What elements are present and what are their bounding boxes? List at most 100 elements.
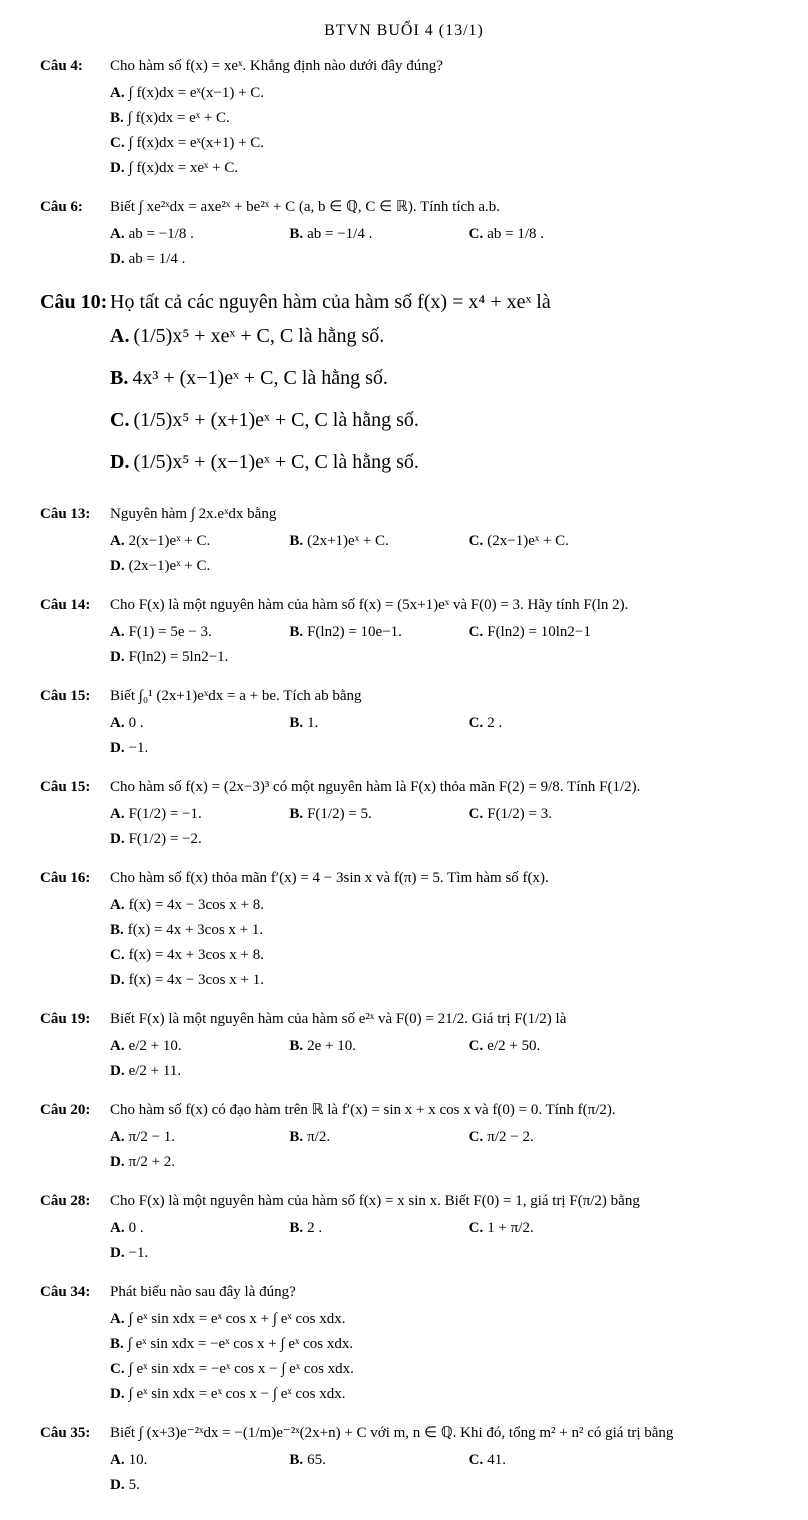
choice-label: C.: [469, 804, 484, 825]
choice-label: B.: [289, 713, 303, 734]
choice-label: C.: [469, 1127, 484, 1148]
choice-label: A.: [110, 322, 129, 350]
questions-container: Câu 4:Cho hàm số f(x) = xeˣ. Khẳng định …: [40, 56, 768, 1500]
question: Câu 19:Biết F(x) là một nguyên hàm của h…: [40, 1009, 768, 1086]
choice: B.∫ eˣ sin xdx = −eˣ cos x + ∫ eˣ cos xd…: [110, 1334, 426, 1355]
choice-label: A.: [110, 1450, 125, 1471]
choice-text: (1/5)x⁵ + (x+1)eˣ + C, C là hằng số.: [133, 406, 418, 434]
choice-label: B.: [289, 1450, 303, 1471]
question: Câu 34:Phát biểu nào sau đây là đúng?A.∫…: [40, 1282, 768, 1409]
choice-label: D.: [110, 738, 125, 759]
question-text: Biết F(x) là một nguyên hàm của hàm số e…: [110, 1009, 768, 1030]
choice: B.F(ln2) = 10e−1.: [289, 622, 440, 643]
choice-label: A.: [110, 531, 125, 552]
choice-text: ab = −1/8 .: [129, 224, 194, 245]
question-number: Câu 16:: [40, 868, 110, 995]
choice-text: ∫ eˣ sin xdx = −eˣ cos x − ∫ eˣ cos xdx.: [129, 1359, 354, 1380]
choice-text: f(x) = 4x − 3cos x + 8.: [129, 895, 264, 916]
choice-label: A.: [110, 713, 125, 734]
choice-text: F(ln2) = 5ln2−1.: [129, 647, 229, 668]
question-body: Biết ∫ xe²ˣdx = axe²ˣ + be²ˣ + C (a, b ∈…: [110, 197, 768, 274]
choice-text: F(ln2) = 10e−1.: [307, 622, 402, 643]
choice: C.(2x−1)eˣ + C.: [469, 531, 620, 552]
question-number: Câu 6:: [40, 197, 110, 274]
choice: C.2 .: [469, 713, 620, 734]
choices: A.∫ eˣ sin xdx = eˣ cos x + ∫ eˣ cos xdx…: [110, 1309, 768, 1409]
choice-text: F(1/2) = −1.: [129, 804, 202, 825]
choices: A.F(1/2) = −1. B.F(1/2) = 5. C.F(1/2) = 3.…: [110, 804, 768, 854]
choice-label: A.: [110, 1218, 125, 1239]
choice-label: B.: [289, 804, 303, 825]
choice-label: C.: [469, 1036, 484, 1057]
choice-label: A.: [110, 804, 125, 825]
choice-text: f(x) = 4x − 3cos x + 1.: [129, 970, 264, 991]
choice-text: π/2 + 2.: [129, 1152, 175, 1173]
choice-text: 5.: [129, 1475, 140, 1496]
choice: A.f(x) = 4x − 3cos x + 8.: [110, 895, 426, 916]
choice-text: −1.: [129, 1243, 149, 1264]
choice: A.F(1) = 5e − 3.: [110, 622, 261, 643]
choice: D.(2x−1)eˣ + C.: [110, 556, 261, 577]
choice-text: F(1/2) = 5.: [307, 804, 372, 825]
choice: B.f(x) = 4x + 3cos x + 1.: [110, 920, 426, 941]
choice-text: ∫ f(x)dx = eˣ + C.: [128, 108, 230, 129]
question-number: Câu 28:: [40, 1191, 110, 1268]
choice-text: 4x³ + (x−1)eˣ + C, C là hằng số.: [132, 364, 388, 392]
choice-text: e/2 + 10.: [129, 1036, 182, 1057]
question: Câu 14:Cho F(x) là một nguyên hàm của hà…: [40, 595, 768, 672]
question: Câu 20:Cho hàm số f(x) có đạo hàm trên ℝ…: [40, 1100, 768, 1177]
choice: B.ab = −1/4 .: [289, 224, 440, 245]
choice-label: B.: [110, 108, 124, 129]
choice: D.5.: [110, 1475, 261, 1496]
choice-label: C.: [469, 713, 484, 734]
question: Câu 13:Nguyên hàm ∫ 2x.eˣdx bằng A.2(x−1)…: [40, 504, 768, 581]
choice-label: D.: [110, 1152, 125, 1173]
choices: A.ab = −1/8 .B.ab = −1/4 .C.ab = 1/8 .D.…: [110, 224, 768, 274]
choices: A.∫ f(x)dx = eˣ(x−1) + C.B.∫ f(x)dx = eˣ…: [110, 83, 768, 183]
choice: A.e/2 + 10.: [110, 1036, 261, 1057]
choice-text: 0 .: [129, 1218, 144, 1239]
choice-text: 1.: [307, 713, 318, 734]
choice-label: C.: [469, 622, 484, 643]
question-body: Cho F(x) là một nguyên hàm của hàm số f(…: [110, 1191, 768, 1268]
choice-label: C.: [110, 945, 125, 966]
choice-text: 2 .: [487, 713, 502, 734]
question: Câu 4:Cho hàm số f(x) = xeˣ. Khẳng định …: [40, 56, 768, 183]
choices: A.(1/5)x⁵ + xeˣ + C, C là hằng số.B.4x³ …: [110, 322, 768, 490]
choice: D.F(1/2) = −2.: [110, 829, 261, 850]
choice: A.2(x−1)eˣ + C.: [110, 531, 261, 552]
question: Câu 35:Biết ∫ (x+3)e⁻²ˣdx = −(1/m)e⁻²ˣ(2…: [40, 1423, 768, 1500]
choice: C.F(1/2) = 3.: [469, 804, 620, 825]
choice: C.∫ f(x)dx = eˣ(x+1) + C.: [110, 133, 426, 154]
question-number: Câu 14:: [40, 595, 110, 672]
choices: A.f(x) = 4x − 3cos x + 8. B.f(x) = 4x + 3…: [110, 895, 768, 995]
question-number: Câu 10:: [40, 288, 110, 490]
choice-text: ab = 1/4 .: [129, 249, 186, 270]
choice-label: C.: [469, 531, 484, 552]
choice-text: f(x) = 4x + 3cos x + 1.: [128, 920, 263, 941]
choice-text: 41.: [487, 1450, 506, 1471]
question-number: Câu 19:: [40, 1009, 110, 1086]
choice: D.−1.: [110, 1243, 261, 1264]
choice-label: B.: [289, 1218, 303, 1239]
question: Câu 6:Biết ∫ xe²ˣdx = axe²ˣ + be²ˣ + C (…: [40, 197, 768, 274]
choice: B.65.: [289, 1450, 440, 1471]
choice-text: 2(x−1)eˣ + C.: [129, 531, 211, 552]
question-number: Câu 13:: [40, 504, 110, 581]
choice: D.π/2 + 2.: [110, 1152, 261, 1173]
choice-text: ∫ f(x)dx = eˣ(x+1) + C.: [129, 133, 264, 154]
question-number: Câu 15:: [40, 777, 110, 854]
choice-label: D.: [110, 1061, 125, 1082]
choice-text: F(1/2) = 3.: [487, 804, 552, 825]
choice-label: C.: [110, 1359, 125, 1380]
question-text: Biết ∫ xe²ˣdx = axe²ˣ + be²ˣ + C (a, b ∈…: [110, 197, 768, 218]
question-text: Biết ∫ (x+3)e⁻²ˣdx = −(1/m)e⁻²ˣ(2x+n) + …: [110, 1423, 768, 1444]
choice-text: π/2 − 1.: [129, 1127, 175, 1148]
question-text: Nguyên hàm ∫ 2x.eˣdx bằng: [110, 504, 768, 525]
question-body: Biết ∫₀¹ (2x+1)eˣdx = a + be. Tích ab bằ…: [110, 686, 768, 763]
choice: D.∫ f(x)dx = xeˣ + C.: [110, 158, 426, 179]
choices: A.π/2 − 1.B.π/2.C.π/2 − 2.D.π/2 + 2.: [110, 1127, 768, 1177]
choice: D.∫ eˣ sin xdx = eˣ cos x − ∫ eˣ cos xdx…: [110, 1384, 426, 1405]
choice: C.f(x) = 4x + 3cos x + 8.: [110, 945, 426, 966]
question-text: Cho F(x) là một nguyên hàm của hàm số f(…: [110, 1191, 768, 1212]
